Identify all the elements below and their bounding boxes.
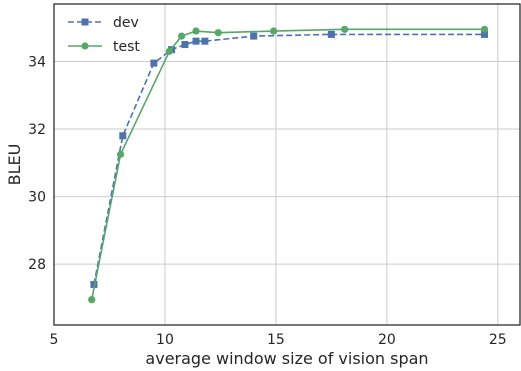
data-point-dev — [192, 37, 200, 45]
legend-marker-dev — [81, 18, 89, 26]
series-test — [88, 25, 489, 304]
data-point-test — [165, 47, 173, 55]
y-tick-label: 32 — [28, 122, 46, 138]
data-point-dev — [150, 59, 158, 67]
y-axis-ticks: 28 30 32 34 — [28, 54, 46, 273]
data-point-test — [88, 296, 96, 304]
x-tick-label: 15 — [267, 332, 285, 348]
y-tick-label: 34 — [28, 54, 46, 70]
x-tick-label: 10 — [156, 332, 174, 348]
data-point-dev — [327, 30, 335, 38]
y-axis-label: BLEU — [5, 144, 24, 186]
data-point-test — [270, 27, 278, 35]
x-axis-ticks: 5 10 15 20 25 — [50, 332, 507, 348]
y-tick-label: 30 — [28, 190, 46, 206]
grid-lines — [53, 4, 520, 325]
plot-area-frame — [53, 3, 521, 326]
data-point-test — [341, 25, 349, 33]
data-point-dev — [480, 30, 488, 38]
data-point-dev — [181, 41, 189, 49]
legend: dev test — [68, 15, 140, 55]
data-point-test — [480, 25, 489, 33]
legend-label-dev: dev — [113, 15, 139, 31]
data-point-test — [177, 32, 186, 40]
series-line-test — [90, 28, 485, 300]
legend-label-test: test — [113, 39, 140, 55]
x-tick-label: 25 — [489, 332, 507, 348]
data-point-dev — [201, 37, 209, 45]
legend-marker-test — [81, 42, 89, 50]
data-point-test — [116, 150, 125, 158]
data-point-test — [192, 27, 200, 35]
data-point-dev — [119, 132, 127, 140]
x-tick-label: 20 — [378, 332, 396, 348]
x-tick-label: 5 — [50, 332, 59, 348]
data-point-test — [214, 29, 222, 37]
data-point-dev — [250, 32, 258, 40]
y-tick-label: 28 — [28, 257, 46, 273]
series-layer — [88, 25, 489, 304]
x-axis-label: average window size of vision span — [145, 349, 428, 368]
series-line-dev — [93, 33, 485, 285]
series-dev — [90, 30, 488, 288]
